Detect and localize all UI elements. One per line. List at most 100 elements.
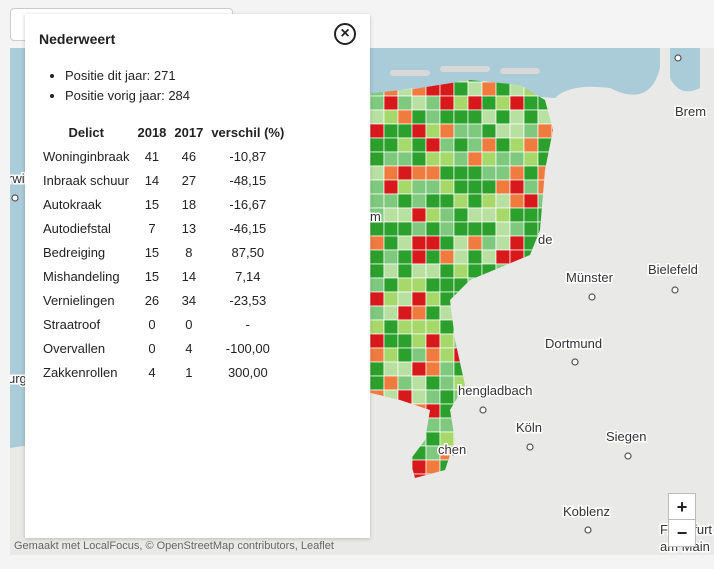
region xyxy=(369,109,385,125)
table-cell: 13 xyxy=(181,220,197,236)
region xyxy=(425,277,441,293)
region xyxy=(425,361,441,377)
region xyxy=(369,235,385,251)
crime-table: Delict 2018 2017 verschil (%) Woninginbraak 4… xyxy=(39,120,288,384)
region xyxy=(383,263,399,279)
table-cell: 8 xyxy=(185,244,193,260)
region xyxy=(523,137,539,153)
region xyxy=(467,235,483,251)
region xyxy=(495,109,511,125)
region xyxy=(383,179,399,195)
region xyxy=(453,179,469,195)
region xyxy=(425,305,441,321)
bullet: Positie dit jaar: 271 xyxy=(65,66,190,86)
region xyxy=(425,151,441,167)
region xyxy=(369,263,385,279)
region xyxy=(425,389,441,405)
table-cell: Autokraak xyxy=(43,196,102,212)
region xyxy=(369,179,385,195)
region xyxy=(453,193,469,209)
region xyxy=(383,305,399,321)
place-dot xyxy=(571,358,579,366)
table-cell: 7,14 xyxy=(235,268,261,284)
region xyxy=(495,179,511,195)
region xyxy=(369,333,385,349)
close-button[interactable]: × xyxy=(334,23,356,45)
table-cell: -10,87 xyxy=(229,148,267,164)
region xyxy=(411,193,427,209)
region xyxy=(523,109,539,125)
table-row: Vernielingen 26 34 -23,53 xyxy=(39,288,288,312)
zoom-in[interactable]: + xyxy=(668,493,696,521)
region xyxy=(369,249,385,265)
region xyxy=(495,193,511,209)
region xyxy=(397,95,413,111)
region xyxy=(439,193,455,209)
region xyxy=(509,179,525,195)
table-cell: -100,00 xyxy=(225,340,270,356)
region xyxy=(383,95,399,111)
region xyxy=(523,95,539,111)
region xyxy=(495,249,511,265)
region xyxy=(509,151,525,167)
region xyxy=(369,361,385,377)
zoom-out[interactable]: − xyxy=(668,519,696,547)
region xyxy=(411,165,427,181)
region xyxy=(467,81,483,97)
region xyxy=(369,277,385,293)
region xyxy=(481,221,497,237)
region xyxy=(439,277,455,293)
table-cell: Mishandeling xyxy=(43,268,120,284)
table-row: Inbraak schuur 14 27 -48,15 xyxy=(39,168,288,192)
place-label: Köln xyxy=(516,420,542,435)
region xyxy=(495,221,511,237)
place-label: Münster xyxy=(566,270,614,285)
region xyxy=(397,151,413,167)
region xyxy=(481,81,497,97)
region xyxy=(397,249,413,265)
region xyxy=(425,347,441,363)
region xyxy=(439,221,455,237)
table-cell: Overvallen xyxy=(43,340,106,356)
region xyxy=(397,109,413,125)
region xyxy=(439,123,455,139)
region xyxy=(411,235,427,251)
attribution: Gemaakt met LocalFocus, © OpenStreetMap … xyxy=(14,540,334,552)
region xyxy=(439,95,455,111)
region xyxy=(425,193,441,209)
place-dot xyxy=(674,54,682,62)
region xyxy=(383,123,399,139)
region xyxy=(383,291,399,307)
region xyxy=(453,81,469,97)
place-label: Bielefeld xyxy=(648,262,698,277)
region xyxy=(383,347,399,363)
place-label: Koblenz xyxy=(563,504,610,519)
region xyxy=(523,165,539,181)
region xyxy=(397,193,413,209)
region xyxy=(397,179,413,195)
region xyxy=(439,389,455,405)
region xyxy=(439,165,455,181)
region xyxy=(453,95,469,111)
region xyxy=(481,207,497,223)
table-cell: 0 xyxy=(148,340,156,356)
region xyxy=(481,193,497,209)
region xyxy=(397,137,413,153)
region xyxy=(467,109,483,125)
region xyxy=(383,249,399,265)
region xyxy=(467,151,483,167)
region xyxy=(453,249,469,265)
region xyxy=(439,235,455,251)
region xyxy=(439,137,455,153)
region xyxy=(453,137,469,153)
region xyxy=(369,137,385,153)
region xyxy=(425,249,441,265)
table-cell: 7 xyxy=(148,220,156,236)
region xyxy=(453,123,469,139)
region xyxy=(411,123,427,139)
region xyxy=(411,207,427,223)
popup-title: Nederweert xyxy=(39,31,116,47)
table-row: Bedreiging 15 8 87,50 xyxy=(39,240,288,264)
region xyxy=(425,319,441,335)
region xyxy=(481,95,497,111)
